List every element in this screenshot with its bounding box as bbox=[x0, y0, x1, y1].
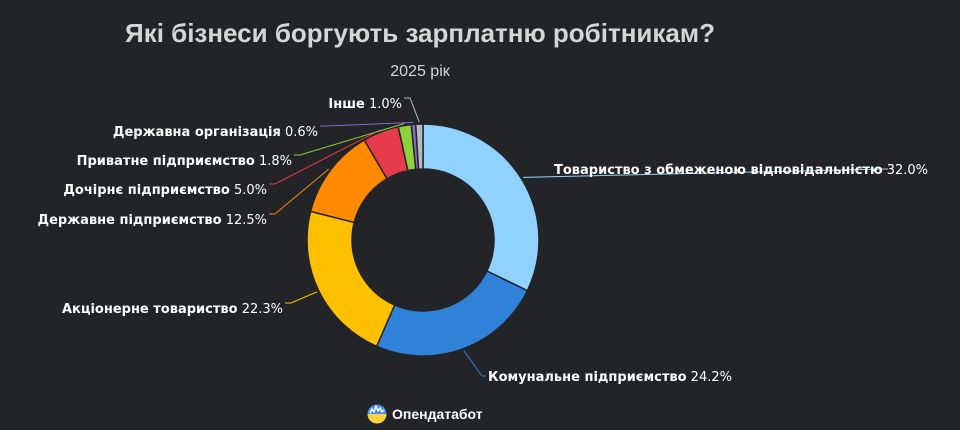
slice-label-name: Комунальне підприємство bbox=[488, 370, 687, 385]
slice-label-value: 1.8% bbox=[255, 154, 292, 169]
slice-label: Комунальне підприємство 24.2% bbox=[488, 370, 732, 385]
slice-label-value: 0.6% bbox=[281, 125, 318, 140]
brand-name: Опендатабот bbox=[392, 406, 483, 422]
label-connector bbox=[523, 168, 888, 178]
label-connector bbox=[294, 122, 405, 156]
brand-footer[interactable]: Опендатабот bbox=[367, 404, 483, 424]
label-connector bbox=[269, 129, 381, 185]
slice-label: Дочірнє підприємство 5.0% bbox=[63, 183, 267, 198]
label-connector bbox=[320, 121, 414, 127]
slice-label-name: Державне підприємство bbox=[38, 213, 222, 228]
slice-label: Інше 1.0% bbox=[328, 97, 402, 112]
label-connector bbox=[285, 291, 318, 304]
donut-slices bbox=[306, 123, 540, 357]
chart-title: Які бізнеси боргують зарплатню робітника… bbox=[125, 18, 715, 48]
slice-label-name: Інше bbox=[328, 97, 365, 112]
slice-label: Державне підприємство 12.5% bbox=[38, 213, 267, 228]
slice-1[interactable] bbox=[422, 123, 540, 292]
slice-label-value: 24.2% bbox=[687, 370, 732, 385]
slice-label-value: 22.3% bbox=[238, 302, 283, 317]
slice-label-name: Товариство з обмеженою відповідальністю bbox=[554, 163, 883, 178]
slice-label-value: 1.0% bbox=[365, 97, 402, 112]
chart-subtitle: 2025 рік bbox=[390, 63, 450, 80]
opendatabot-logo-icon bbox=[367, 404, 387, 424]
slice-label-name: Державна організація bbox=[113, 125, 281, 140]
slice-3[interactable] bbox=[306, 210, 396, 348]
slice-label-name: Дочірнє підприємство bbox=[63, 183, 230, 198]
slice-2[interactable] bbox=[375, 270, 529, 357]
slice-8[interactable] bbox=[414, 123, 424, 170]
slice-label: Акціонерне товариство 22.3% bbox=[62, 302, 283, 317]
label-connector bbox=[463, 350, 486, 377]
slice-label-value: 12.5% bbox=[222, 213, 267, 228]
label-connector bbox=[404, 97, 420, 123]
slice-label-name: Акціонерне товариство bbox=[62, 302, 238, 317]
slice-label-name: Приватне підприємство bbox=[77, 154, 255, 169]
slice-label: Приватне підприємство 1.8% bbox=[77, 154, 292, 169]
slice-label-value: 32.0% bbox=[883, 163, 928, 178]
slice-label-value: 5.0% bbox=[230, 183, 267, 198]
label-connector bbox=[269, 168, 330, 215]
slice-label: Товариство з обмеженою відповідальністю … bbox=[554, 163, 928, 178]
slice-label: Державна організація 0.6% bbox=[113, 125, 318, 140]
label-connectors bbox=[269, 97, 888, 377]
slice-labels: Товариство з обмеженою відповідальністю … bbox=[38, 97, 929, 385]
